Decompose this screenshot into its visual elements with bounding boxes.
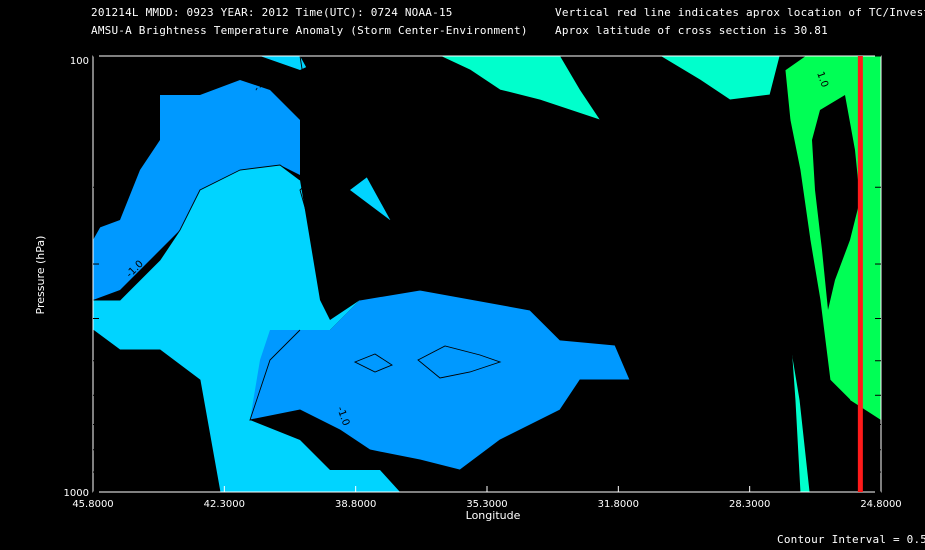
x-tick-label: 35.3000 [466,499,507,510]
contour-line [489,139,811,492]
header-line-2: AMSU-A Brightness Temperature Anomaly (S… [91,24,528,37]
contour-value-label: 0.0 [776,309,790,327]
x-tick-label: 38.8000 [335,499,376,510]
contour-value-label: 1.0 [815,374,829,392]
contour-line [249,56,631,471]
x-tick-label: 45.8000 [72,499,113,510]
x-tick-label: 42.3000 [204,499,245,510]
band-1-5 [812,95,860,310]
band-0-5 [490,56,881,492]
cross-section-latitude-note: Aprox latitude of cross section is 30.81 [555,24,828,37]
band-minus-2 [93,80,300,300]
band-minus-2-lower [250,290,630,470]
y-axis-ticks [93,55,881,493]
contour-interval-label: Contour Interval = 0.5K [777,533,925,546]
contour-value-label: 1.0 [814,70,830,89]
header-line-1: 201214L MMDD: 0923 YEAR: 2012 Time(UTC):… [91,6,453,19]
contour-line [659,56,781,101]
storm-line-note: Vertical red line indicates aprox locati… [555,6,925,19]
y-tick-label-1000: 1000 [64,488,89,499]
contour-line [93,164,301,301]
contour-line [353,353,393,373]
contour-line [784,56,851,401]
y-axis-title: Pressure (hPa) [34,236,47,315]
band-minus-2-5 [93,100,150,240]
contour-line [439,56,801,492]
x-tick-label: 28.3000 [729,499,770,510]
x-axis-title: Longitude [466,509,521,522]
y-tick-label-100: 100 [70,56,89,67]
contour-line [93,329,221,492]
contour-value-label: 0.0 [525,206,541,217]
x-tick-label: 31.8000 [598,499,639,510]
x-axis-ticks: 45.8000 42.3000 38.8000 35.3000 31.8000 28.30… [72,486,902,510]
x-tick-label: 24.8000 [860,499,901,510]
contour-line [417,345,502,379]
band-minus-0-5-left [93,330,220,492]
